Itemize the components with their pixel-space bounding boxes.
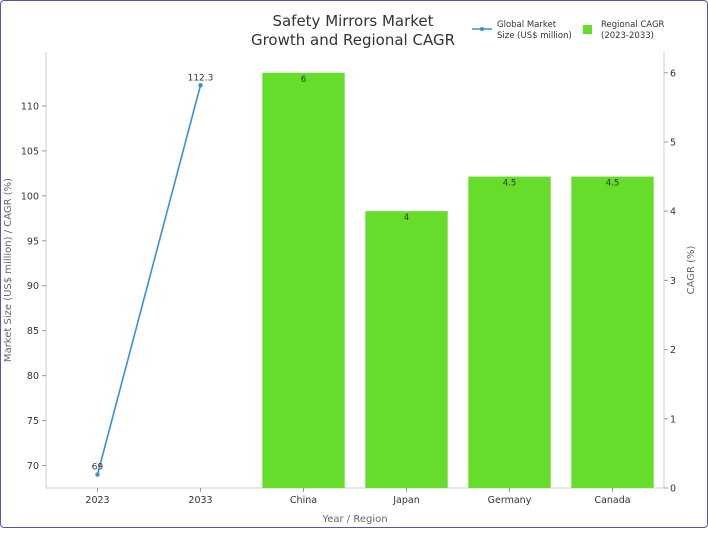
chart-title-line-1: Safety Mirrors Market xyxy=(272,12,433,30)
cagr-bar-japan xyxy=(365,211,448,488)
legend-bar-swatch xyxy=(583,25,592,34)
left-tick-label: 75 xyxy=(27,416,39,427)
legend-bar-label-2: (2023-2033) xyxy=(601,31,654,41)
cagr-bars: 6 4 4.5 4.5 xyxy=(262,72,654,489)
legend-bar-label-1: Regional CAGR xyxy=(601,20,665,30)
right-axis-label: CAGR (%) xyxy=(686,245,697,294)
left-axis-ticks: 70 75 80 85 90 95 100 105 110 xyxy=(21,101,46,472)
right-tick-label: 3 xyxy=(670,276,676,287)
left-tick-label: 95 xyxy=(27,236,39,247)
bar-value-label: 4.5 xyxy=(606,179,620,189)
legend-line-marker xyxy=(480,27,484,31)
right-tick-label: 4 xyxy=(670,207,676,218)
left-tick-label: 90 xyxy=(27,281,39,292)
left-tick-label: 80 xyxy=(27,371,39,382)
legend-line-label-1: Global Market xyxy=(497,20,557,30)
x-tick-label: Canada xyxy=(594,495,630,506)
right-tick-label: 1 xyxy=(670,414,676,425)
cagr-bar-germany xyxy=(468,176,551,489)
right-tick-label: 0 xyxy=(670,484,676,495)
market-size-line xyxy=(96,85,202,475)
market-size-point-label: 112.3 xyxy=(188,73,214,83)
cagr-bar-canada xyxy=(571,176,654,489)
chart-title: Safety Mirrors Market Growth and Regiona… xyxy=(251,12,455,49)
market-size-line-series: 69 112.3 xyxy=(92,73,214,477)
bar-value-label: 6 xyxy=(301,75,306,85)
left-tick-label: 70 xyxy=(27,461,39,472)
chart-title-line-2: Growth and Regional CAGR xyxy=(251,31,455,49)
bar-value-label: 4 xyxy=(404,213,409,223)
x-axis-label: Year / Region xyxy=(321,514,387,525)
market-size-point xyxy=(198,83,203,88)
legend-line-label-2: Size (US$ million) xyxy=(497,31,572,41)
market-size-point-label: 69 xyxy=(92,463,104,473)
cagr-bar-china xyxy=(262,72,345,488)
x-tick-label: Germany xyxy=(488,495,532,506)
right-tick-label: 6 xyxy=(670,68,676,79)
x-tick-label: 2033 xyxy=(188,495,212,506)
right-tick-label: 5 xyxy=(670,137,676,148)
left-tick-label: 85 xyxy=(27,326,39,337)
market-size-point xyxy=(95,472,100,477)
x-tick-label: 2023 xyxy=(85,495,109,506)
left-axis-label: Market Size (US$ million) / CAGR (%) xyxy=(3,178,14,362)
x-axis-ticks: 2023 2033 China Japan Germany Canada xyxy=(85,488,631,506)
right-tick-label: 2 xyxy=(670,345,676,356)
left-tick-label: 110 xyxy=(21,101,39,112)
right-axis-ticks: 0 1 2 3 4 5 6 xyxy=(664,68,676,495)
bar-value-label: 4.5 xyxy=(503,179,517,189)
left-tick-label: 105 xyxy=(21,146,39,157)
x-tick-label: Japan xyxy=(392,495,420,506)
left-tick-label: 100 xyxy=(21,191,39,202)
legend: Global Market Size (US$ million) Regiona… xyxy=(472,20,665,41)
x-tick-label: China xyxy=(290,495,317,506)
